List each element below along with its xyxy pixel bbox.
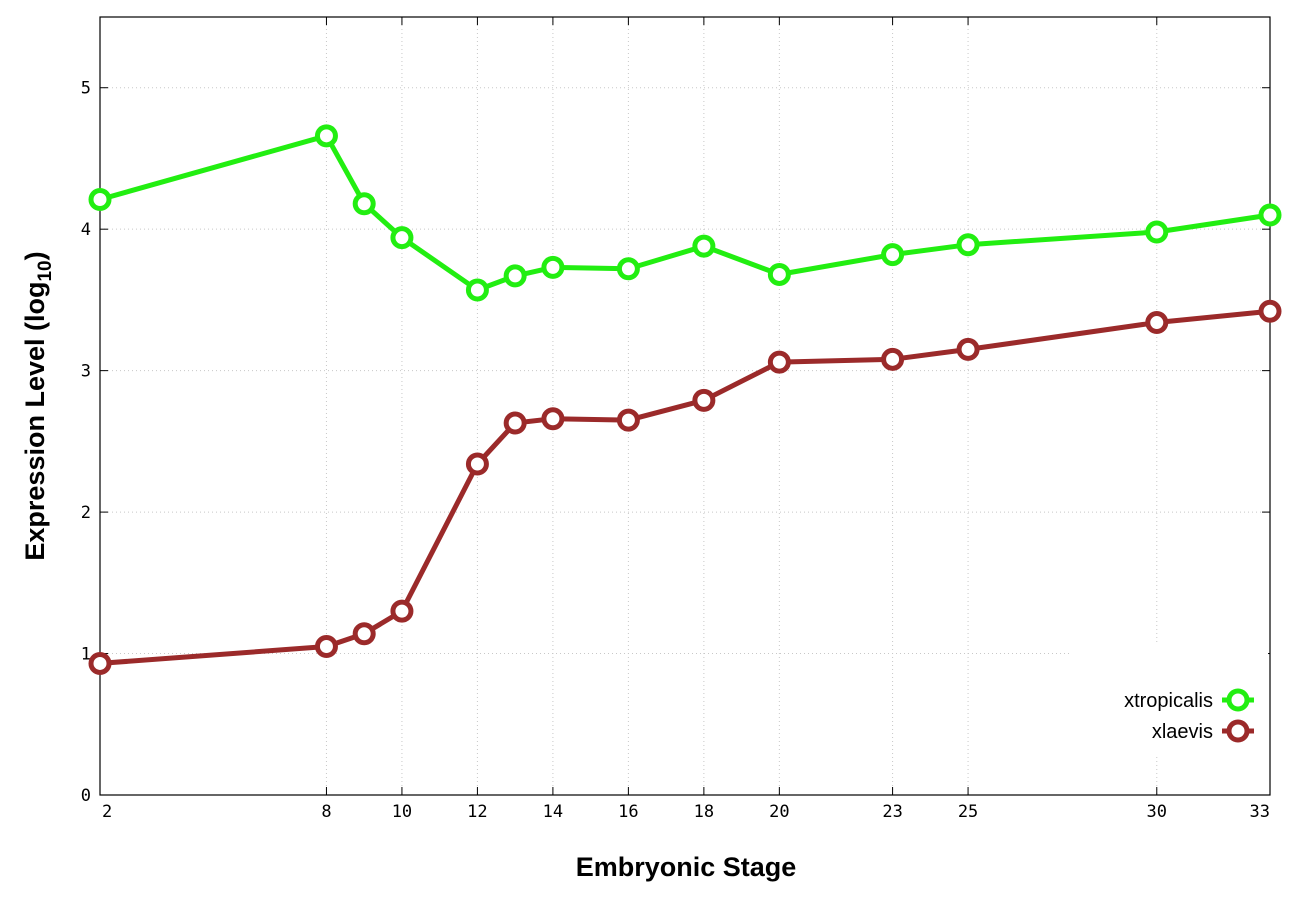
x-axis-title: Embryonic Stage	[576, 852, 797, 882]
y-tick-label: 2	[81, 503, 91, 523]
legend-item-xlaevis: xlaevis	[1152, 719, 1254, 743]
data-point-xlaevis	[503, 411, 527, 435]
data-point-xlaevis	[1258, 299, 1282, 323]
data-point-xlaevis	[352, 622, 376, 646]
data-point-xtropicalis	[390, 226, 414, 250]
legend-item-xtropicalis: xtropicalis	[1124, 688, 1254, 712]
legend-label-xlaevis: xlaevis	[1152, 721, 1213, 743]
legend-marker-xlaevis	[1226, 719, 1250, 743]
data-point-xtropicalis	[314, 124, 338, 148]
data-point-xtropicalis	[1145, 220, 1169, 244]
x-tick-label: 14	[543, 802, 563, 822]
y-tick-label: 1	[81, 645, 91, 665]
series-line-xlaevis	[99, 308, 1271, 666]
data-point-xlaevis	[541, 407, 565, 431]
x-tick-label: 12	[467, 802, 487, 822]
data-point-xlaevis	[881, 347, 905, 371]
data-point-xtropicalis	[465, 278, 489, 302]
data-point-xtropicalis	[956, 233, 980, 257]
data-point-xlaevis	[88, 651, 112, 675]
x-tick-label: 8	[321, 802, 331, 822]
x-tick-label: 2	[102, 802, 112, 822]
y-tick-label: 4	[81, 220, 91, 240]
data-point-xlaevis	[314, 634, 338, 658]
data-point-xtropicalis	[352, 192, 376, 216]
data-point-xlaevis	[692, 388, 716, 412]
data-point-xlaevis	[465, 452, 489, 476]
data-point-xtropicalis	[881, 243, 905, 267]
legend-label-xtropicalis: xtropicalis	[1124, 690, 1213, 712]
y-axis-title: Expression Level (log10)	[20, 251, 56, 560]
data-point-xtropicalis	[692, 234, 716, 258]
legend-marker-xtropicalis	[1226, 688, 1250, 712]
data-point-xlaevis	[390, 599, 414, 623]
x-tick-label: 25	[958, 802, 978, 822]
data-point-xtropicalis	[541, 255, 565, 279]
data-point-xlaevis	[767, 350, 791, 374]
x-tick-label: 18	[694, 802, 714, 822]
y-tick-label: 5	[81, 79, 91, 99]
legend: xtropicalis xlaevis	[1072, 645, 1268, 755]
data-point-xtropicalis	[616, 257, 640, 281]
y-tick-label: 0	[81, 786, 91, 806]
data-point-xlaevis	[616, 408, 640, 432]
series-layer	[88, 124, 1282, 675]
y-axis-title-main: Expression Level (log	[20, 282, 50, 561]
data-point-xtropicalis	[1258, 203, 1282, 227]
x-tick-label: 33	[1250, 802, 1270, 822]
data-point-xtropicalis	[767, 262, 791, 286]
series-line-xtropicalis	[99, 133, 1271, 293]
x-tick-label: 16	[618, 802, 638, 822]
y-axis-title-sub: 10	[35, 260, 56, 281]
data-point-xtropicalis	[88, 187, 112, 211]
x-tick-label: 10	[392, 802, 412, 822]
x-tick-label: 20	[769, 802, 789, 822]
data-point-xlaevis	[1145, 311, 1169, 335]
x-tick-label: 30	[1147, 802, 1167, 822]
data-point-xtropicalis	[503, 264, 527, 288]
data-point-xlaevis	[956, 337, 980, 361]
y-tick-label: 3	[81, 362, 91, 382]
x-tick-label: 23	[882, 802, 902, 822]
plot-frame	[99, 16, 1271, 796]
y-axis-title-close: )	[20, 251, 50, 260]
